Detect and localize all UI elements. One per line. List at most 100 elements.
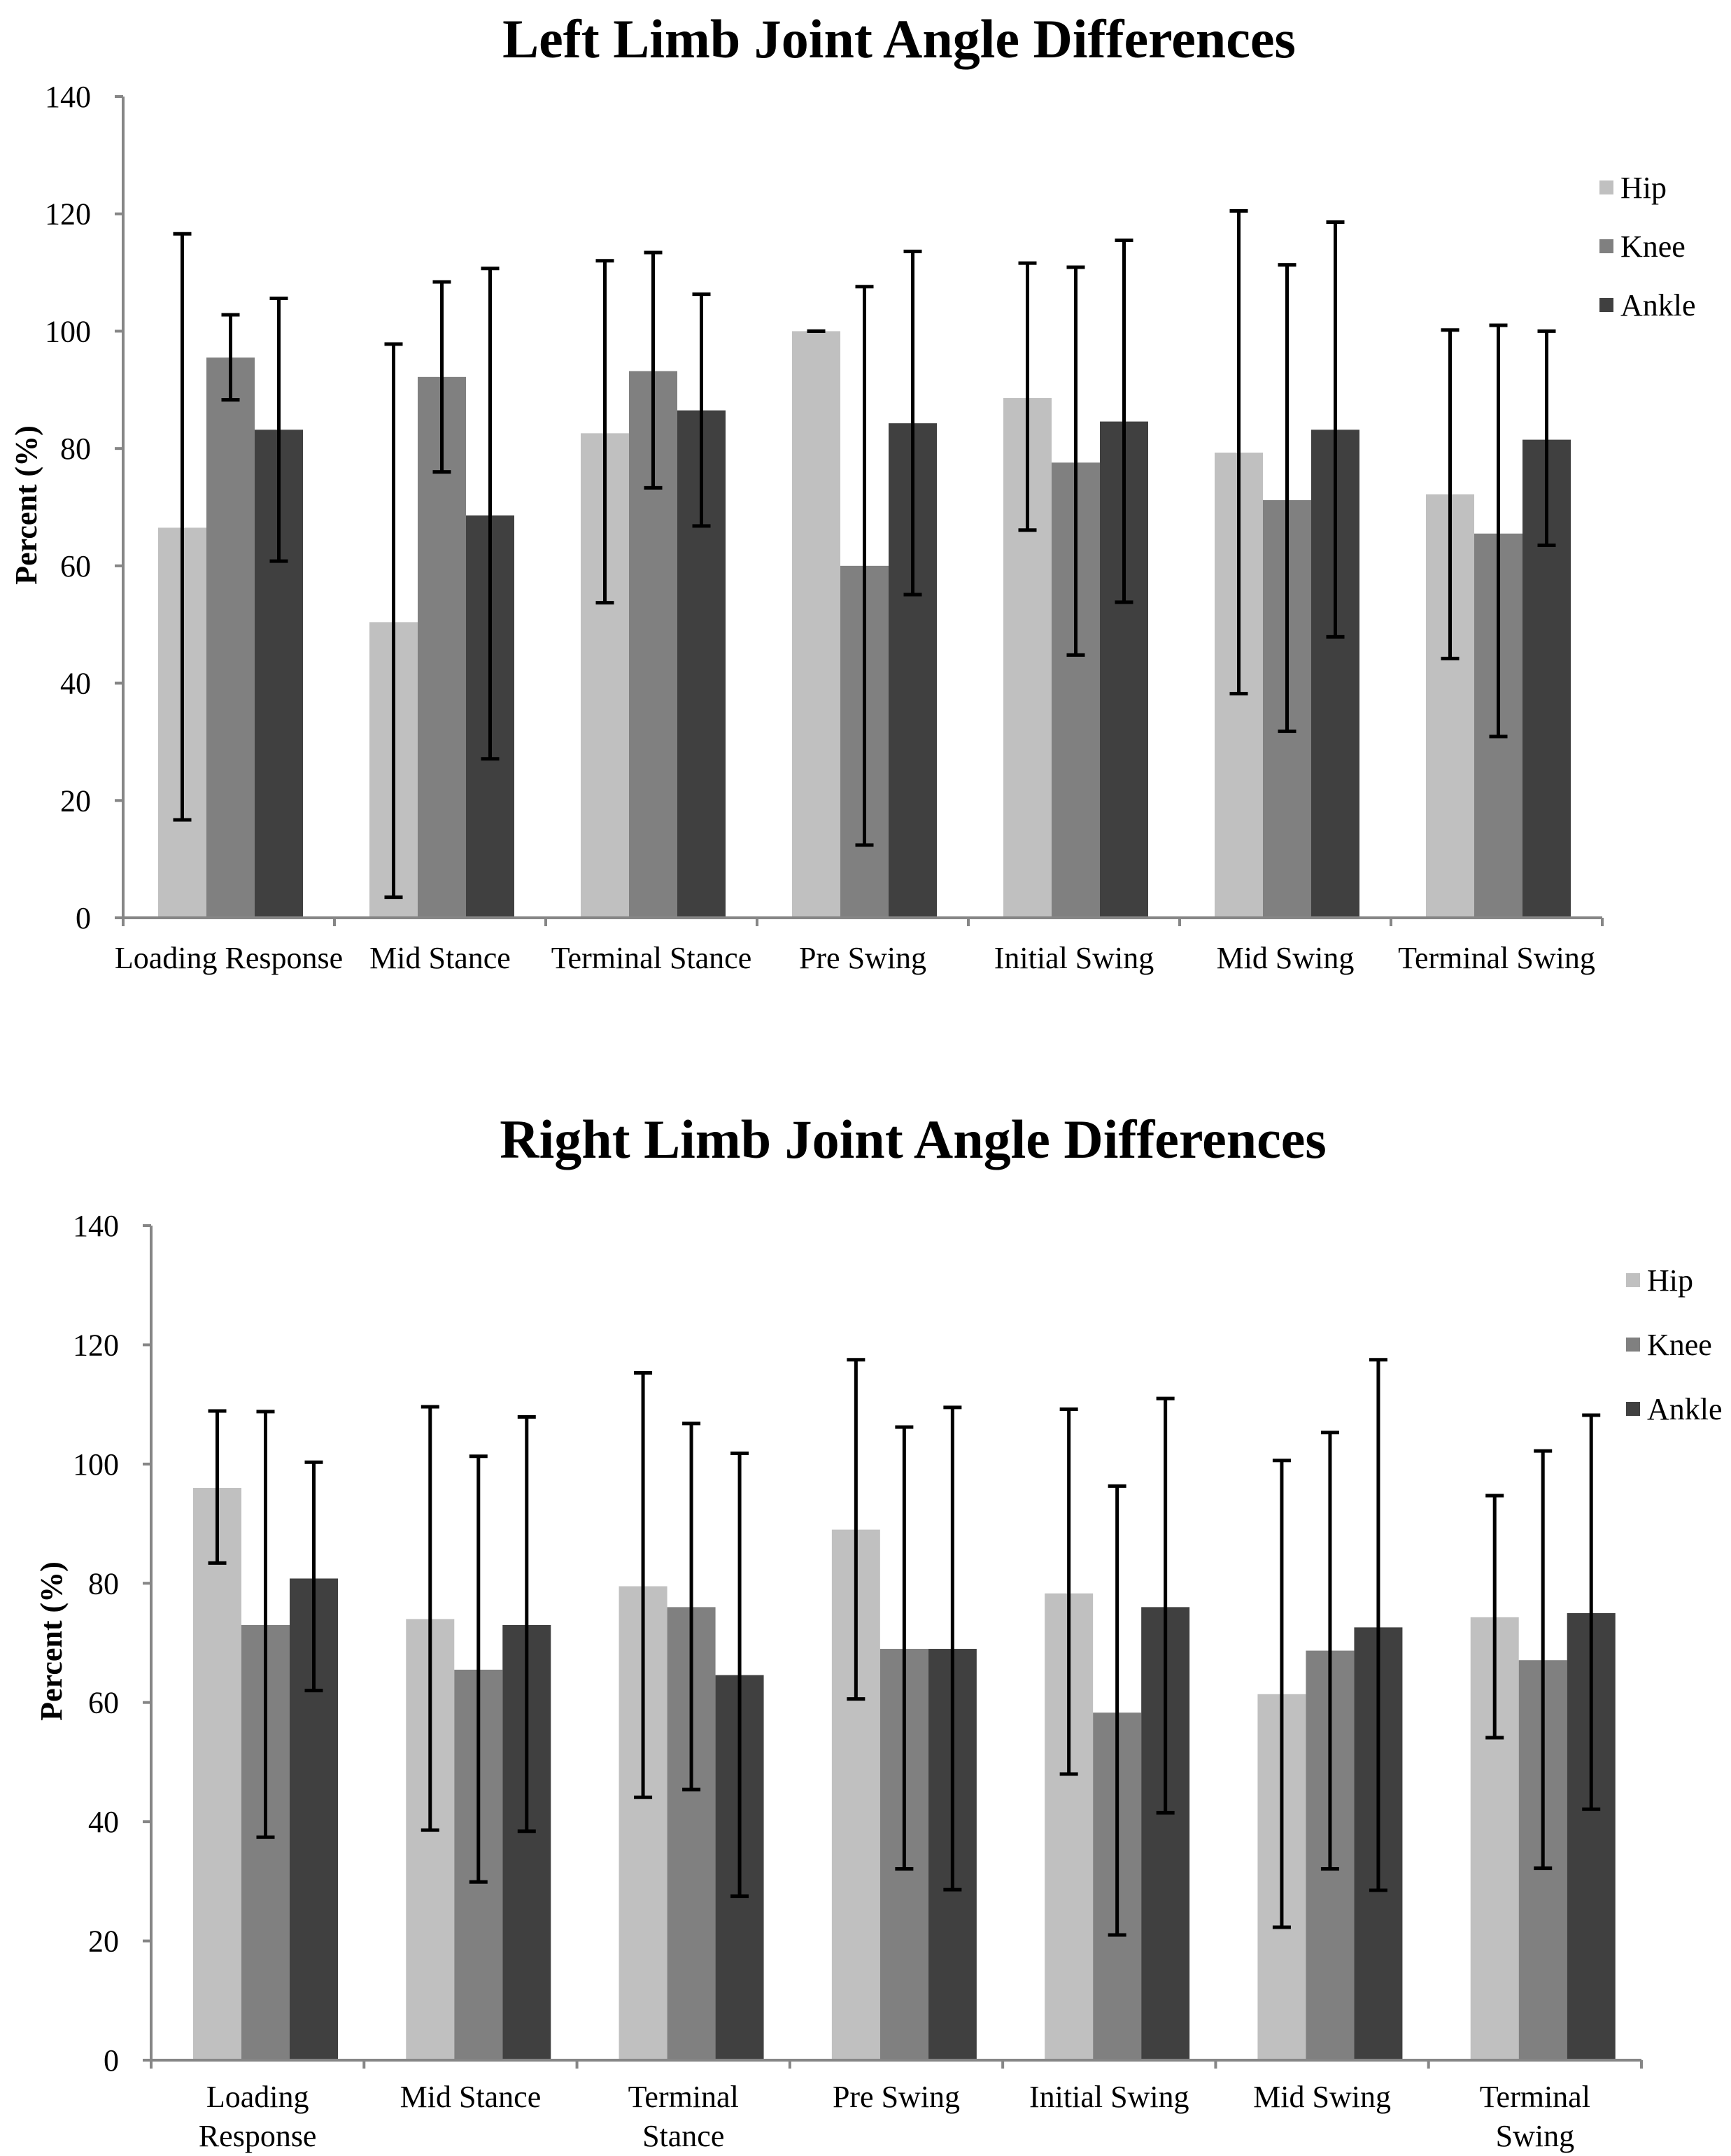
x-tick-label: Terminal Stance: [551, 941, 751, 975]
x-tick-label: Initial Swing: [994, 941, 1154, 975]
x-tick-label: Mid Stance: [369, 941, 511, 975]
y-tick-label: 20: [60, 783, 91, 818]
error-bar: [634, 1370, 653, 1799]
x-tick-label-line: Terminal Stance: [551, 941, 751, 975]
y-tick-label: 140: [73, 1209, 119, 1243]
x-tick-label: Loading Response: [115, 941, 343, 975]
y-tick-label: 0: [104, 2043, 119, 2078]
legend-label: Hip: [1647, 1263, 1693, 1298]
error-bar: [1115, 238, 1133, 604]
legend-item: Hip: [1626, 1263, 1693, 1298]
error-bar: [1066, 265, 1085, 657]
legend-swatch-knee: [1599, 239, 1613, 253]
y-tick-label: 0: [76, 901, 91, 935]
x-tick-label-line: Initial Swing: [994, 941, 1154, 975]
x-tick-label-line: Swing: [1496, 2119, 1574, 2153]
legend-label: Ankle: [1620, 288, 1696, 322]
y-tick-label: 60: [88, 1686, 119, 1720]
error-bar: [1369, 1358, 1387, 1892]
x-tick-label: Loading Response: [199, 2080, 317, 2153]
chart-title: Left Limb Joint Angle Differences: [502, 8, 1296, 69]
x-tick-label: Terminal Swing: [1480, 2080, 1590, 2153]
error-bar: [421, 1405, 439, 1832]
x-tick-label: Initial Swing: [1029, 2080, 1189, 2114]
error-bar: [943, 1405, 962, 1892]
error-bar: [1485, 1494, 1504, 1740]
error-bar: [1441, 328, 1460, 660]
y-tick-label: 60: [60, 549, 91, 583]
y-tick-label: 140: [45, 80, 91, 114]
error-bar: [730, 1452, 749, 1899]
error-bar: [1229, 209, 1248, 696]
error-bar: [1489, 323, 1508, 739]
x-tick-label-line: Terminal: [628, 2080, 739, 2114]
error-bar: [682, 1421, 701, 1792]
error-bar: [1272, 1459, 1291, 1929]
y-axis-title: Percent (%): [34, 1561, 69, 1721]
y-tick-label: 100: [45, 314, 91, 348]
y-tick-label: 40: [60, 667, 91, 701]
x-tick-label-line: Initial Swing: [1029, 2080, 1189, 2114]
x-tick-label: Terminal Swing: [1398, 941, 1595, 975]
x-tick-label-line: Pre Swing: [833, 2080, 960, 2114]
y-tick-label: 100: [73, 1447, 119, 1482]
x-tick-label-line: Stance: [642, 2119, 724, 2153]
error-bar: [269, 296, 288, 563]
error-bar: [481, 267, 500, 761]
legend-swatch-ankle: [1626, 1402, 1640, 1416]
y-tick-label: 120: [73, 1328, 119, 1362]
legend-swatch-ankle: [1599, 298, 1613, 312]
x-tick-label-line: Mid Stance: [400, 2080, 542, 2114]
x-tick-label: Mid Swing: [1217, 941, 1355, 975]
legend-label: Knee: [1647, 1328, 1712, 1362]
x-tick-label: Mid Stance: [400, 2080, 542, 2114]
x-tick-label-line: Loading: [206, 2080, 309, 2114]
error-bar: [517, 1415, 536, 1834]
error-bar: [903, 249, 922, 597]
error-bar: [208, 1409, 227, 1565]
error-bar: [644, 250, 663, 490]
error-bar: [855, 285, 874, 847]
x-tick-label: Pre Swing: [833, 2080, 960, 2114]
y-tick-label: 80: [60, 432, 91, 466]
legend-item: Hip: [1599, 171, 1667, 205]
y-tick-label: 40: [88, 1805, 119, 1839]
error-bar: [1018, 261, 1037, 532]
bar-hip: [792, 331, 840, 918]
x-tick-label-line: Mid Stance: [369, 941, 511, 975]
left-limb-chart: Left Limb Joint Angle Differences Percen…: [9, 8, 1696, 975]
x-tick-label-line: Terminal Swing: [1398, 941, 1595, 975]
x-tick-label: Pre Swing: [799, 941, 926, 975]
y-tick-label: 120: [45, 197, 91, 232]
error-bar: [847, 1358, 866, 1701]
error-bar: [304, 1460, 323, 1693]
x-tick-label-line: Loading Response: [115, 941, 343, 975]
error-bar: [469, 1454, 488, 1884]
error-bar: [1156, 1396, 1175, 1815]
error-bar: [221, 313, 240, 402]
error-bar: [173, 232, 192, 822]
error-bar: [256, 1410, 275, 1839]
error-bar: [432, 280, 451, 474]
legend-item: Ankle: [1626, 1392, 1723, 1426]
x-tick-label-line: Terminal: [1480, 2080, 1590, 2114]
error-bar: [595, 259, 614, 605]
right-limb-chart: Right Limb Joint Angle Differences Perce…: [34, 1109, 1723, 2153]
error-bar: [1108, 1484, 1126, 1937]
bar-knee: [206, 357, 255, 918]
chart-title: Right Limb Joint Angle Differences: [500, 1109, 1327, 1170]
error-bar: [692, 292, 711, 528]
legend-label: Ankle: [1647, 1392, 1723, 1426]
x-tick-label-line: Pre Swing: [799, 941, 926, 975]
legend-item: Knee: [1599, 229, 1686, 264]
legend-label: Knee: [1620, 229, 1686, 264]
legend-swatch-knee: [1626, 1338, 1640, 1352]
legend-item: Knee: [1626, 1328, 1712, 1362]
y-tick-label: 20: [88, 1924, 119, 1959]
error-bar: [1278, 263, 1297, 733]
error-bar: [895, 1425, 914, 1871]
error-bar: [1059, 1407, 1078, 1776]
legend-swatch-hip: [1599, 180, 1613, 194]
error-bar: [1534, 1449, 1553, 1871]
error-bar: [1537, 329, 1556, 548]
